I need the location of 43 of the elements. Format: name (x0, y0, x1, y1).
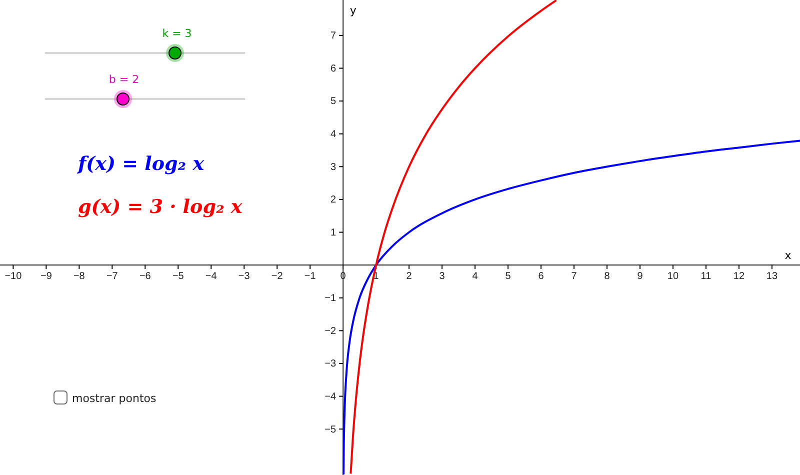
y-tick-label: −5 (324, 424, 337, 436)
x-tick-label: 4 (472, 271, 478, 282)
annotation: mostrar pontos (72, 392, 156, 405)
x-tick-label: −2 (271, 271, 284, 282)
y-tick-label: 5 (330, 96, 337, 108)
y-tick-label: 4 (330, 129, 337, 140)
line-series (342, 140, 800, 475)
x-tick-label: −4 (205, 271, 218, 282)
x-tick-label: −6 (139, 271, 152, 282)
x-tick-label: 5 (505, 271, 512, 282)
y-tick-label: −1 (324, 293, 337, 304)
x-tick-label: 10 (667, 271, 679, 282)
x-axis-title: x (784, 249, 792, 262)
annotation: k = 3 (162, 27, 192, 40)
x-tick-label: −5 (172, 271, 184, 282)
y-tick-label: 2 (330, 194, 337, 206)
y-axis-title: y (350, 4, 357, 17)
y-tick-label: 6 (330, 63, 337, 74)
x-tick-label: 9 (637, 271, 644, 282)
x-tick-label: 12 (733, 271, 745, 282)
line-series (350, 0, 558, 475)
x-tick-label: 7 (571, 271, 578, 282)
x-tick-label: −1 (304, 271, 316, 282)
x-tick-label: −7 (106, 271, 118, 282)
x-tick-label: 13 (766, 271, 778, 282)
x-tick-label: −8 (73, 271, 86, 282)
annotation: f(x) = log₂ x (76, 153, 205, 175)
y-tick-label: −4 (324, 391, 337, 402)
x-tick-label: −9 (40, 271, 52, 282)
y-tick-label: 7 (330, 30, 337, 42)
x-tick-label: −3 (238, 271, 250, 282)
x-tick-label: 3 (439, 271, 446, 282)
y-tick-label: −2 (324, 326, 337, 337)
x-tick-label: 11 (700, 271, 712, 282)
x-tick-label: −10 (4, 271, 22, 282)
x-tick-label: 2 (406, 271, 412, 282)
annotation: b = 2 (108, 73, 140, 86)
x-tick-label: 8 (604, 271, 610, 282)
annotation: g(x) = 3 · log₂ x (78, 196, 243, 218)
y-tick-label: 1 (330, 227, 337, 238)
y-tick-label: −3 (324, 358, 337, 370)
x-tick-label: 6 (538, 271, 544, 282)
y-tick-label: 3 (330, 162, 337, 173)
